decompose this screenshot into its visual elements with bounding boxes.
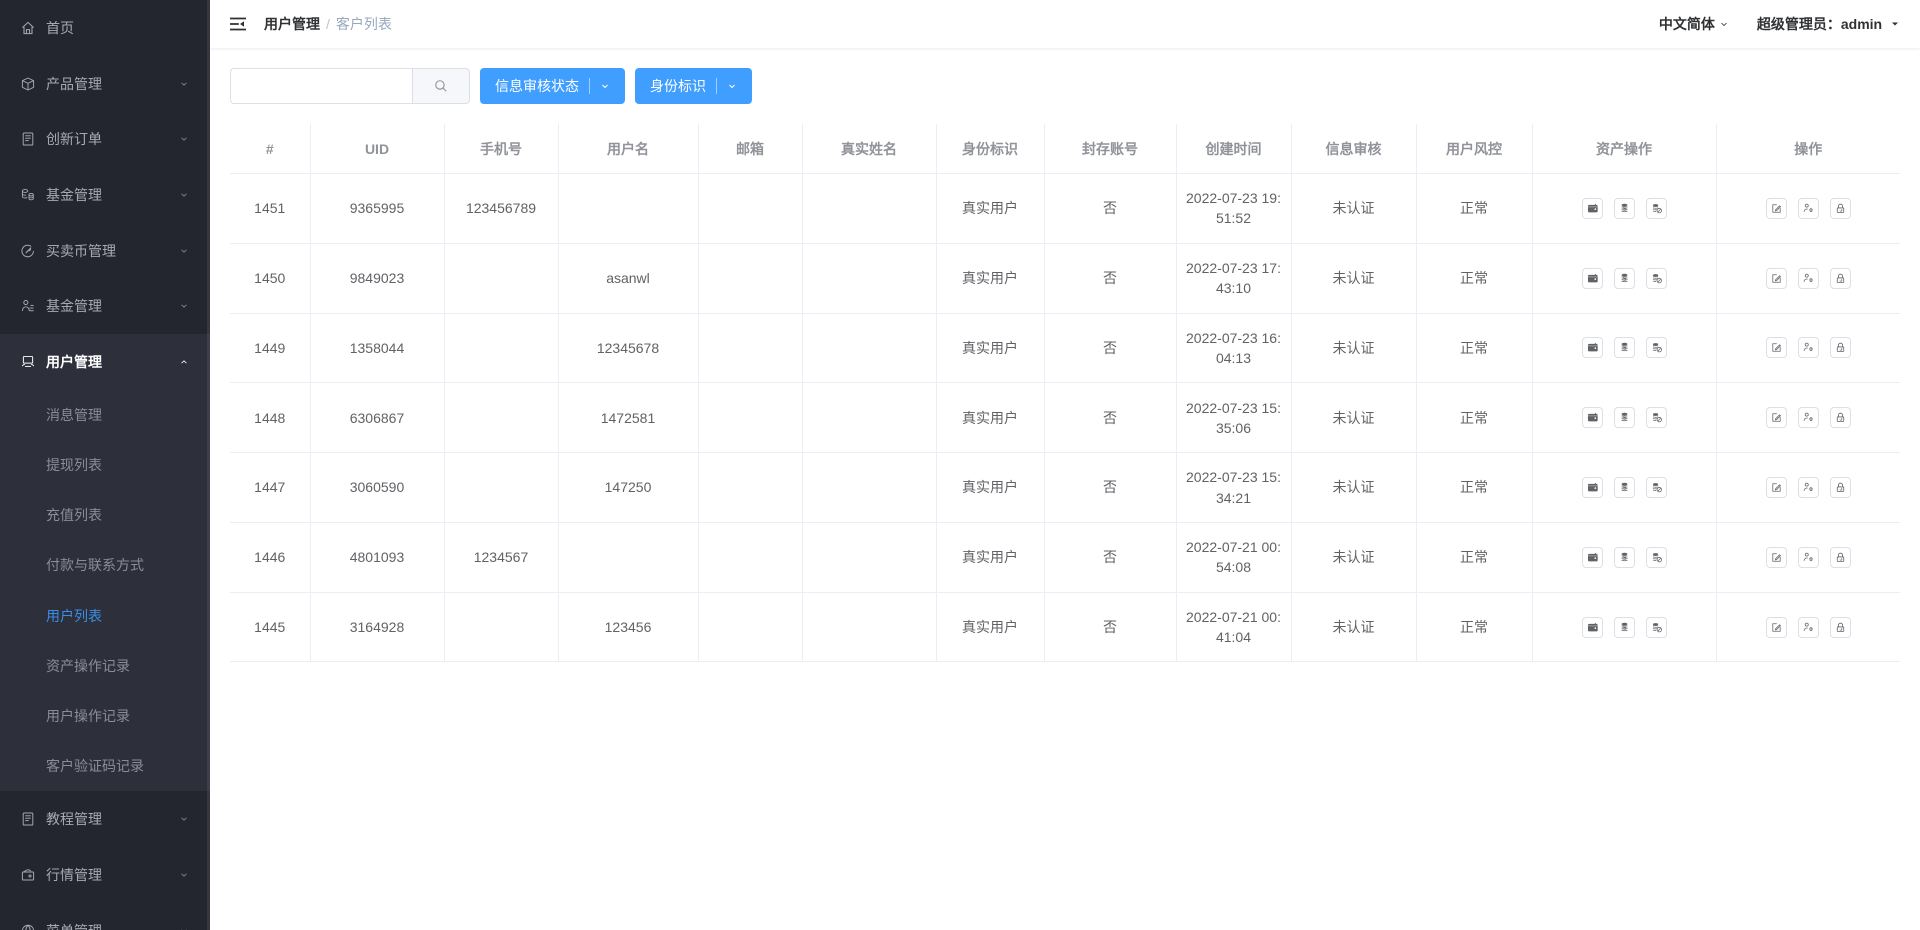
svg-text:$: $ xyxy=(1623,416,1626,422)
svg-text:$: $ xyxy=(1623,485,1626,491)
svg-text:$: $ xyxy=(1623,276,1626,282)
svg-text:$: $ xyxy=(1623,346,1626,352)
svg-text:$: $ xyxy=(1623,555,1626,561)
svg-text:$: $ xyxy=(1623,625,1626,631)
svg-text:$: $ xyxy=(1623,206,1626,212)
